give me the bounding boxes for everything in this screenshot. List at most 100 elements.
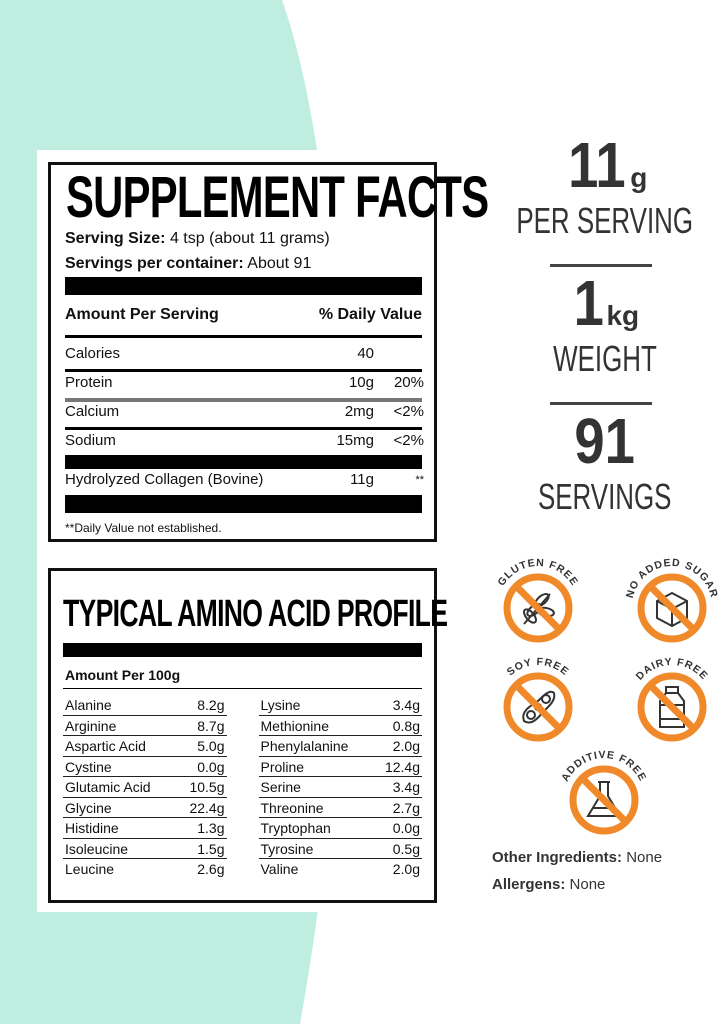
prohibition-circle (503, 573, 573, 643)
serving-size: Serving Size: 4 tsp (about 11 grams) (65, 230, 330, 247)
nutrient-row: Calcium 2mg <2% (65, 403, 424, 421)
amino-value: 2.7g (392, 799, 420, 816)
amino-value: 0.0g (392, 820, 420, 836)
amino-row: Threonine 2.7g (258, 798, 422, 818)
divider-bar (63, 643, 422, 657)
amino-row: Cystine 0.0g (63, 757, 227, 777)
amino-name: Threonine (260, 799, 324, 816)
amino-row: Valine 2.0g (259, 859, 423, 880)
stat-label: SERVINGS (538, 476, 672, 517)
footnote: **Daily Value not established. (65, 521, 222, 535)
amino-row: Tryptophan 0.0g (258, 818, 422, 839)
stat-unit: kg (606, 300, 640, 331)
amino-name: Glycine (65, 799, 112, 816)
amino-row: Serine 3.4g (258, 777, 422, 798)
amino-value: 5.0g (197, 738, 225, 754)
badge-gluten-free: GLUTEN FREE (488, 548, 588, 648)
amino-value: 0.8g (392, 717, 420, 734)
amino-name: Leucine (65, 861, 115, 877)
amino-value: 3.4g (392, 697, 420, 713)
servings-per-container: Servings per container: About 91 (65, 255, 312, 272)
amino-value: 2.0g (392, 861, 420, 877)
nutrient-amount: 11g (350, 471, 374, 488)
divider (65, 335, 422, 338)
stat-divider (550, 402, 652, 405)
prohibition-circle (503, 672, 573, 742)
amino-name: Proline (260, 758, 305, 775)
divider (65, 398, 422, 402)
divider (65, 369, 422, 372)
amino-row: Glutamic Acid 10.5g (63, 777, 227, 798)
stat-unit: g (630, 162, 648, 193)
amino-row: Tyrosine 0.5g (258, 839, 422, 859)
allergens: Allergens: None (492, 876, 606, 893)
amino-value: 2.6g (197, 861, 225, 877)
nutrient-amount: 10g (348, 374, 374, 391)
badge-label: GLUTEN FREE (495, 557, 580, 588)
amino-name: Serine (260, 779, 301, 795)
amino-row: Alanine 8.2g (63, 695, 227, 716)
supplement-facts-panel: SUPPLEMENT FACTS Serving Size: 4 tsp (ab… (48, 162, 489, 542)
amino-acid-card: TYPICAL AMINO ACID PROFILE Amount Per 10… (37, 555, 448, 912)
amino-value: 1.5g (197, 840, 225, 857)
amino-row: Lysine 3.4g (258, 695, 422, 716)
nutrient-amount: 40 (357, 345, 374, 362)
badge-soy-free: SOY FREE (488, 647, 588, 747)
amino-row: Glycine 22.4g (63, 798, 227, 818)
amino-row: Aspartic Acid 5.0g (63, 736, 227, 757)
nutrient-row: Protein 10g 20% (65, 374, 424, 392)
amino-header: Amount Per 100g (65, 667, 181, 683)
stat-divider (550, 264, 652, 267)
amino-row: Histidine 1.3g (63, 818, 227, 839)
amino-name: Isoleucine (65, 840, 129, 857)
amino-name: Cystine (65, 758, 112, 775)
amino-name: Tyrosine (260, 840, 314, 857)
amino-value: 8.7g (197, 717, 225, 734)
prohibition-slash (579, 775, 629, 825)
nutrient-dv: ** (415, 474, 424, 486)
amino-name: Methionine (260, 717, 330, 734)
nutrient-dv: 20% (393, 374, 424, 391)
nutrient-dv: <2% (393, 403, 424, 420)
amino-value: 1.3g (197, 820, 225, 836)
amino-value: 0.0g (197, 758, 225, 775)
amino-name: Valine (260, 861, 299, 877)
prohibition-slash (513, 682, 563, 732)
stat-value: 1 (573, 267, 604, 339)
amino-value: 12.4g (384, 758, 420, 775)
other-ingredients: Other Ingredients: None (492, 849, 663, 866)
stat-weight: 1 kg WEIGHT (530, 268, 680, 380)
divider (65, 427, 422, 430)
amino-acid-panel: TYPICAL AMINO ACID PROFILE Amount Per 10… (48, 568, 448, 903)
amino-name: Alanine (65, 697, 112, 713)
amino-name: Aspartic Acid (65, 738, 146, 754)
nutrient-name: Calcium (65, 403, 120, 420)
prohibition-slash (647, 583, 697, 633)
amino-name: Lysine (260, 697, 301, 713)
nutrient-dv: <2% (393, 432, 424, 449)
amino-row: Phenylalanine 2.0g (258, 736, 422, 757)
amino-row: Proline 12.4g (258, 757, 422, 777)
nutrient-amount: 15mg (336, 432, 374, 449)
amount-header-row: Amount Per Serving% Daily Value (65, 306, 422, 323)
nutrient-name: Sodium (65, 432, 116, 449)
nutrient-row: Sodium 15mg <2% (65, 432, 424, 450)
amino-row: Leucine 2.6g (63, 859, 227, 880)
prohibition-slash (647, 682, 697, 732)
divider-bar (65, 455, 422, 469)
milk-bottle-icon (659, 686, 685, 728)
amino-value: 10.5g (189, 779, 225, 795)
supplement-facts-card: SUPPLEMENT FACTS Serving Size: 4 tsp (ab… (37, 150, 489, 555)
nutrient-amount: 2mg (344, 403, 374, 420)
amino-row: Arginine 8.7g (63, 716, 227, 736)
amino-title: TYPICAL AMINO ACID PROFILE (63, 593, 448, 635)
amino-value: 0.5g (392, 840, 420, 857)
amino-value: 2.0g (392, 738, 420, 754)
supplement-facts-title: SUPPLEMENT FACTS (66, 165, 489, 230)
prohibition-slash (513, 583, 563, 633)
amino-name: Histidine (65, 820, 119, 836)
stat-per-serving: 11 g PER SERVING (517, 130, 694, 242)
amino-value: 22.4g (189, 799, 225, 816)
amino-name: Glutamic Acid (65, 779, 151, 795)
nutrient-name: Calories (65, 345, 121, 362)
